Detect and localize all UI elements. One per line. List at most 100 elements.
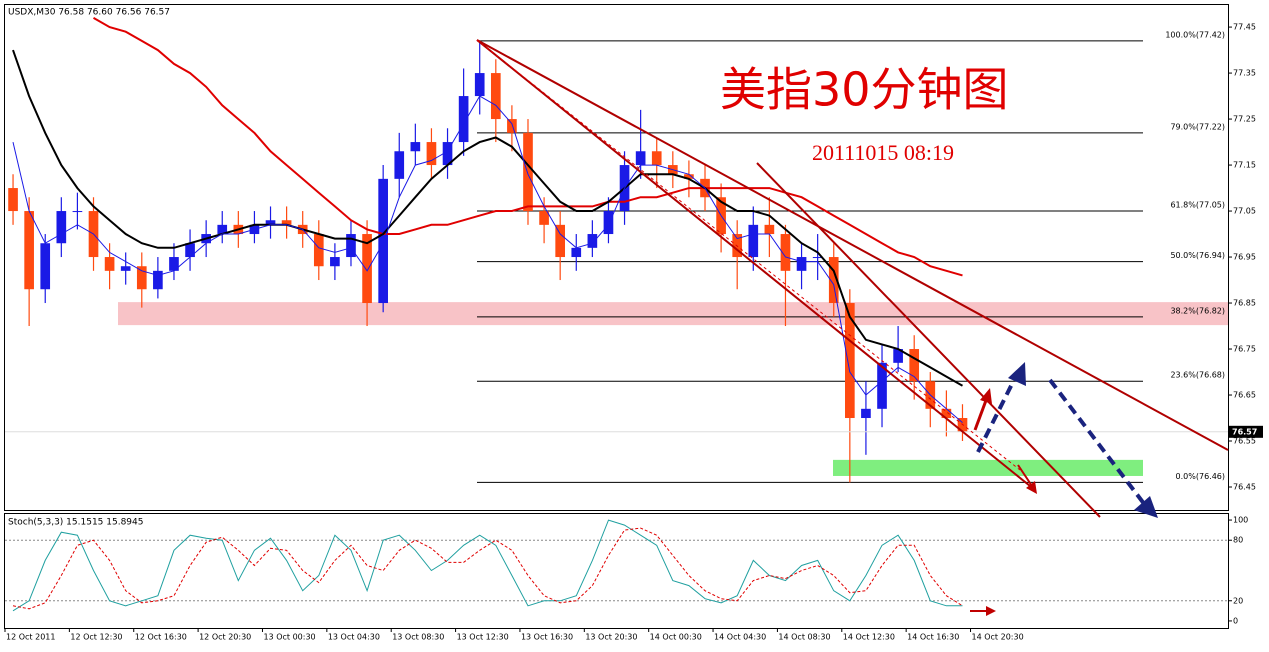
y-tick-label: 77.15 <box>1233 161 1256 170</box>
candle-body <box>941 408 952 419</box>
y-tick-label: 77.25 <box>1233 115 1256 124</box>
chart-header: USDX,M30 76.58 76.60 76.56 76.57 <box>8 8 170 18</box>
candle-body <box>877 362 887 409</box>
candle-body <box>40 243 51 290</box>
candle-body <box>330 257 340 267</box>
resistance-zone <box>118 302 1228 326</box>
candle-body <box>861 408 871 419</box>
stoch-signal <box>12 527 963 610</box>
candle-body <box>136 266 147 290</box>
candle-body <box>426 142 437 166</box>
moving-average <box>12 95 963 423</box>
candle-body <box>507 119 517 133</box>
x-tick-label: 13 Oct 00:30 <box>263 633 315 642</box>
candle-body <box>539 211 549 225</box>
y-tick-label: 77.45 <box>1233 23 1256 32</box>
arrow-head <box>1026 481 1037 494</box>
candle-body <box>812 257 823 259</box>
candle-body <box>474 73 485 97</box>
x-tick-label: 12 Oct 2011 <box>6 633 55 642</box>
x-tick-label: 14 Oct 08:30 <box>778 633 830 642</box>
candle-body <box>555 224 566 258</box>
x-tick-label: 13 Oct 08:30 <box>392 633 444 642</box>
y-tick-label: 76.95 <box>1233 253 1256 262</box>
last-price-box <box>1229 425 1263 438</box>
x-tick-label: 12 Oct 20:30 <box>199 633 251 642</box>
support-zone <box>833 459 1143 476</box>
candle-body <box>313 234 324 267</box>
candle-body <box>764 224 775 235</box>
y-tick-label: 76.45 <box>1233 483 1256 492</box>
candle-body <box>684 174 694 179</box>
candle-body <box>378 178 388 304</box>
last-price-label: 76.57 <box>1232 427 1257 436</box>
candle-body <box>153 270 163 290</box>
trend-line <box>756 162 1101 518</box>
candle-body <box>780 234 791 271</box>
arrow-head <box>986 606 996 616</box>
y-tick-label: 76.55 <box>1233 437 1256 446</box>
stoch-tick-label: 100 <box>1233 516 1248 525</box>
candle-body <box>587 234 598 248</box>
candle-body <box>185 243 195 258</box>
fib-label: 50.0%(76.94) <box>1170 251 1225 260</box>
stoch-tick-label: 20 <box>1233 596 1243 605</box>
y-tick-label: 76.65 <box>1233 391 1256 400</box>
candle-body <box>909 349 920 382</box>
fib-label: 23.6%(76.68) <box>1170 371 1225 380</box>
candle-body <box>24 211 34 290</box>
y-tick-label: 76.85 <box>1233 299 1256 308</box>
candle-body <box>571 247 582 258</box>
candle-body <box>828 257 839 304</box>
stoch-tick-label: 80 <box>1233 536 1243 545</box>
candle-body <box>104 257 115 271</box>
arrow <box>1048 378 1147 507</box>
y-tick-label: 76.75 <box>1233 345 1256 354</box>
candle-body <box>362 234 372 304</box>
chart-title: 美指30分钟图 <box>720 63 1009 117</box>
candle-body <box>893 349 903 363</box>
moving-average <box>12 49 963 387</box>
candle-body <box>72 211 83 213</box>
arrow-head <box>1134 496 1158 518</box>
y-tick-label: 77.05 <box>1233 207 1256 216</box>
fib-label: 61.8%(77.05) <box>1170 201 1225 210</box>
candle-body <box>845 303 855 419</box>
candle-body <box>410 142 421 152</box>
moving-average <box>93 17 963 277</box>
candle-body <box>490 73 501 120</box>
stoch-label: Stoch(5,3,3) 15.1515 15.8945 <box>8 518 143 528</box>
y-tick-label: 77.35 <box>1233 69 1256 78</box>
candle-body <box>8 188 18 212</box>
stoch-panel <box>4 513 1229 629</box>
candle-body <box>458 96 469 143</box>
trend-line <box>476 39 1021 471</box>
x-tick-label: 14 Oct 16:30 <box>907 633 959 642</box>
x-tick-label: 13 Oct 16:30 <box>521 633 573 642</box>
arrow <box>1017 464 1033 487</box>
candle-body <box>394 151 405 179</box>
x-tick-label: 14 Oct 20:30 <box>972 633 1024 642</box>
arrow <box>976 377 1017 453</box>
candle-body <box>796 257 807 271</box>
annotations <box>476 39 1229 616</box>
arrow-head <box>980 388 992 404</box>
x-tick-label: 14 Oct 12:30 <box>843 633 895 642</box>
candle-body <box>346 234 356 258</box>
candle-body <box>748 224 759 258</box>
stoch-main <box>12 519 963 612</box>
candle-body <box>523 132 533 212</box>
fib-label: 79.0%(77.22) <box>1170 122 1225 131</box>
fib-label: 0.0%(76.46) <box>1176 472 1225 481</box>
candle-body <box>603 211 614 235</box>
candle-body <box>635 151 646 166</box>
fib-label: 100.0%(77.42) <box>1165 30 1225 39</box>
candle-body <box>217 224 228 235</box>
chart-subtitle: 20111015 08:19 <box>812 140 954 165</box>
trend-line <box>476 39 1229 451</box>
fib-label: 38.2%(76.82) <box>1170 306 1225 315</box>
candle-body <box>56 211 67 244</box>
arrow-head <box>1008 362 1026 386</box>
candle-body <box>651 151 662 166</box>
